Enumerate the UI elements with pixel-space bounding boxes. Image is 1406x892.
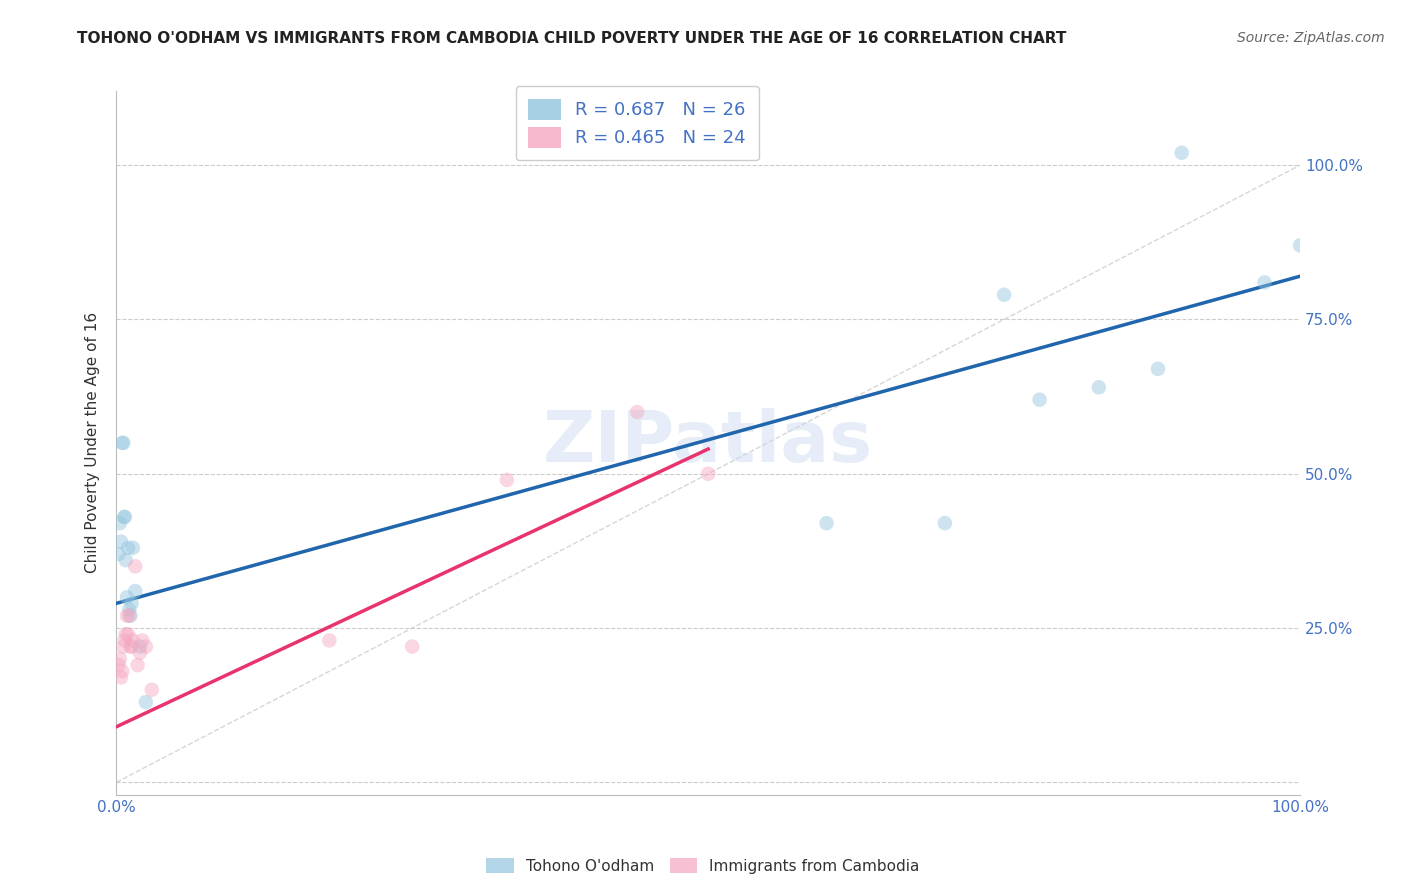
Point xyxy=(114,510,136,524)
Point xyxy=(697,467,720,481)
Point xyxy=(121,596,143,610)
Point xyxy=(141,682,163,697)
Point xyxy=(318,633,340,648)
Point xyxy=(114,510,136,524)
Point xyxy=(496,473,519,487)
Point xyxy=(129,640,152,654)
Point xyxy=(111,436,134,450)
Point xyxy=(117,627,139,641)
Point xyxy=(108,652,131,666)
Point xyxy=(112,640,135,654)
Point xyxy=(1087,380,1109,394)
Point xyxy=(1253,276,1275,290)
Point xyxy=(111,665,134,679)
Point xyxy=(129,646,152,660)
Point xyxy=(118,602,141,616)
Point xyxy=(1147,361,1170,376)
Point xyxy=(121,633,143,648)
Text: TOHONO O'ODHAM VS IMMIGRANTS FROM CAMBODIA CHILD POVERTY UNDER THE AGE OF 16 COR: TOHONO O'ODHAM VS IMMIGRANTS FROM CAMBOD… xyxy=(77,31,1067,46)
Point xyxy=(131,633,153,648)
Point xyxy=(110,670,132,684)
Point xyxy=(110,534,132,549)
Point xyxy=(121,640,143,654)
Point xyxy=(120,640,142,654)
Point xyxy=(115,608,138,623)
Point xyxy=(107,547,129,561)
Point xyxy=(117,541,139,555)
Text: Source: ZipAtlas.com: Source: ZipAtlas.com xyxy=(1237,31,1385,45)
Point xyxy=(135,695,157,709)
Point xyxy=(815,516,838,530)
Y-axis label: Child Poverty Under the Age of 16: Child Poverty Under the Age of 16 xyxy=(86,312,100,574)
Point xyxy=(1289,238,1312,252)
Point xyxy=(1028,392,1050,407)
Point xyxy=(121,541,143,555)
Point xyxy=(993,287,1015,301)
Point xyxy=(934,516,956,530)
Point xyxy=(120,608,142,623)
Text: ZIPatlas: ZIPatlas xyxy=(543,409,873,477)
Point xyxy=(118,608,141,623)
Point xyxy=(127,658,149,673)
Point xyxy=(401,640,423,654)
Point xyxy=(108,516,131,530)
Point xyxy=(114,627,136,641)
Point xyxy=(115,590,138,604)
Point xyxy=(114,553,136,567)
Point xyxy=(135,640,157,654)
Legend: Tohono O'odham, Immigrants from Cambodia: Tohono O'odham, Immigrants from Cambodia xyxy=(481,852,925,880)
Legend: R = 0.687   N = 26, R = 0.465   N = 24: R = 0.687 N = 26, R = 0.465 N = 24 xyxy=(516,86,759,161)
Point xyxy=(1170,145,1192,160)
Point xyxy=(112,436,135,450)
Point xyxy=(124,559,146,574)
Point xyxy=(124,584,146,599)
Point xyxy=(626,405,648,419)
Point xyxy=(107,658,129,673)
Point xyxy=(114,633,136,648)
